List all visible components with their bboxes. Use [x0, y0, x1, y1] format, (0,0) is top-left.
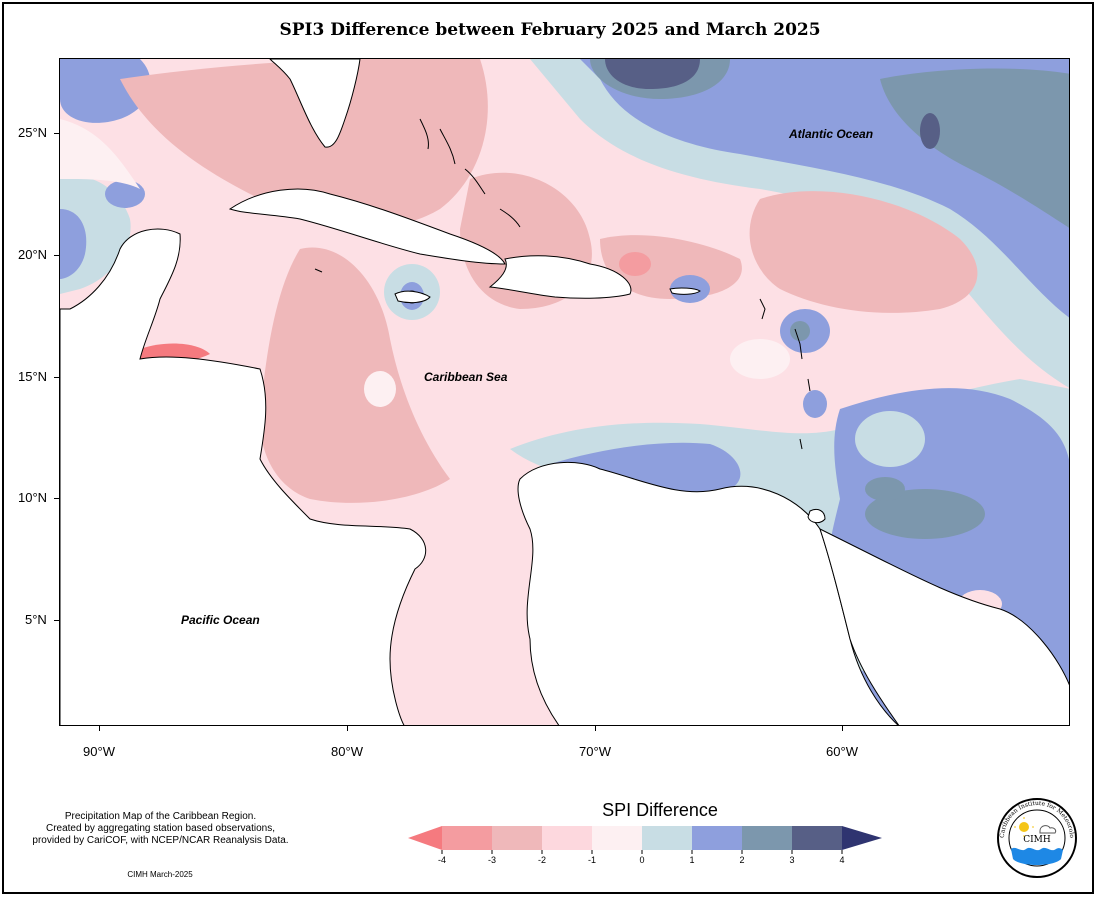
contour-2-stvincent [803, 390, 827, 418]
y-tick-20 [54, 255, 59, 256]
map-panel [59, 58, 1070, 726]
x-tick-label-60w: 60°W [826, 744, 858, 759]
legend-swatch-minus3 [492, 826, 542, 850]
spi-difference-map [60, 59, 1069, 725]
land-trinidad [807, 508, 826, 524]
contour-minus2-west [260, 247, 450, 503]
legend-swatch-minus1 [592, 826, 642, 850]
y-tick-label-5: 5°N [25, 612, 47, 627]
y-tick-5 [54, 620, 59, 621]
label-atlantic-ocean: Atlantic Ocean [789, 127, 874, 141]
y-tick-10 [54, 498, 59, 499]
x-tick-80w [347, 726, 348, 731]
contour-3-atlantic [880, 68, 1069, 228]
x-tick-label-90w: 90°W [83, 744, 115, 759]
x-tick-70w [595, 726, 596, 731]
legend-tick-label-2: 2 [739, 855, 745, 865]
y-tick-label-20: 20°N [18, 247, 48, 262]
label-pacific-ocean: Pacific Ocean [181, 613, 260, 627]
contour-2-gulf [60, 209, 87, 279]
legend-arrow-left [408, 826, 442, 850]
contour-3-antilles [790, 321, 810, 341]
land-masses [60, 59, 1069, 725]
island-guadeloupe [794, 328, 803, 360]
land-guianas [819, 528, 1069, 725]
credit-date: CIMH March-2025 [127, 870, 193, 879]
legend-colorbar [408, 826, 882, 854]
cloud-icon [1039, 825, 1057, 834]
logo-cimh-text: CIMH [1023, 835, 1051, 845]
land-hispaniola [488, 255, 632, 299]
contour-2-nw [60, 59, 151, 123]
water-waves-icon [1011, 847, 1063, 865]
contour-minus3-pr [619, 252, 651, 276]
island-grenada [799, 438, 803, 450]
legend-tick-label-minus1: -1 [587, 855, 596, 865]
island-stlucia [807, 378, 811, 392]
sun-icon [1019, 822, 1029, 832]
y-tick-label-10: 10°N [18, 490, 48, 505]
contour-3-small [865, 477, 905, 501]
legend-tick-label-minus4: -4 [437, 855, 446, 865]
legend-tick-label-4: 4 [839, 855, 845, 865]
credit-line-3: provided by CariCOF, with NCEP/NCAR Rean… [32, 835, 289, 846]
contour-zero-north [60, 119, 140, 189]
land-cuba [228, 188, 506, 265]
legend-tick-label-1: 1 [689, 855, 695, 865]
contour-3-guianas [865, 489, 985, 539]
island-bahamas-3 [464, 168, 486, 195]
legend-swatch-minus2 [542, 826, 592, 850]
y-tick-25 [54, 133, 59, 134]
contour-1-hole [855, 411, 925, 467]
contour-zero-central [364, 371, 396, 407]
x-tick-60w [842, 726, 843, 731]
credit-block: Precipitation Map of the Caribbean Regio… [8, 811, 313, 847]
cimh-logo: Caribbean Institute for Meteorology and … [996, 797, 1077, 878]
land-florida [269, 59, 361, 148]
legend-arrow-right [842, 826, 882, 850]
contour-2-small [105, 180, 145, 208]
credit-line-1: Precipitation Map of the Caribbean Regio… [64, 811, 257, 822]
island-turks [499, 208, 521, 228]
x-tick-90w [99, 726, 100, 731]
land-puerto-rico [669, 287, 701, 295]
label-caribbean-sea: Caribbean Sea [424, 370, 508, 384]
legend-tick-marks [441, 850, 843, 854]
small-islands [314, 118, 811, 450]
island-bahamas-1 [419, 118, 429, 150]
x-tick-label-80w: 80°W [331, 744, 363, 759]
credit-line-2: Created by aggregating station based obs… [45, 823, 276, 834]
legend-swatch-1 [692, 826, 742, 850]
map-title: SPI3 Difference between February 2025 an… [279, 20, 821, 40]
contour-4-north [605, 59, 700, 89]
legend-tick-label-minus2: -2 [537, 855, 546, 865]
legend-tick-label-3: 3 [789, 855, 795, 865]
island-bahamas-2 [439, 128, 456, 165]
x-tick-label-70w: 70°W [579, 744, 611, 759]
land-central-america [60, 228, 427, 725]
contour-zero-east [730, 339, 790, 379]
contour-4-atlantic [920, 113, 940, 149]
sun-rays-icon [1014, 817, 1034, 837]
y-tick-label-15: 15°N [18, 369, 48, 384]
island-cayman [314, 268, 323, 273]
contour-minus2-north [120, 59, 488, 228]
island-antilles-north [759, 298, 766, 320]
y-tick-15 [54, 377, 59, 378]
legend-swatch-3 [792, 826, 842, 850]
legend-swatch-2 [742, 826, 792, 850]
legend-tick-label-0: 0 [639, 855, 645, 865]
land-jamaica [394, 290, 431, 304]
legend-swatch-minus4 [442, 826, 492, 850]
y-tick-label-25: 25°N [18, 125, 48, 140]
legend-swatch-0 [642, 826, 692, 850]
legend-tick-label-minus3: -3 [487, 855, 496, 865]
legend-title: SPI Difference [602, 800, 718, 820]
contour-minus2-east [749, 191, 978, 313]
